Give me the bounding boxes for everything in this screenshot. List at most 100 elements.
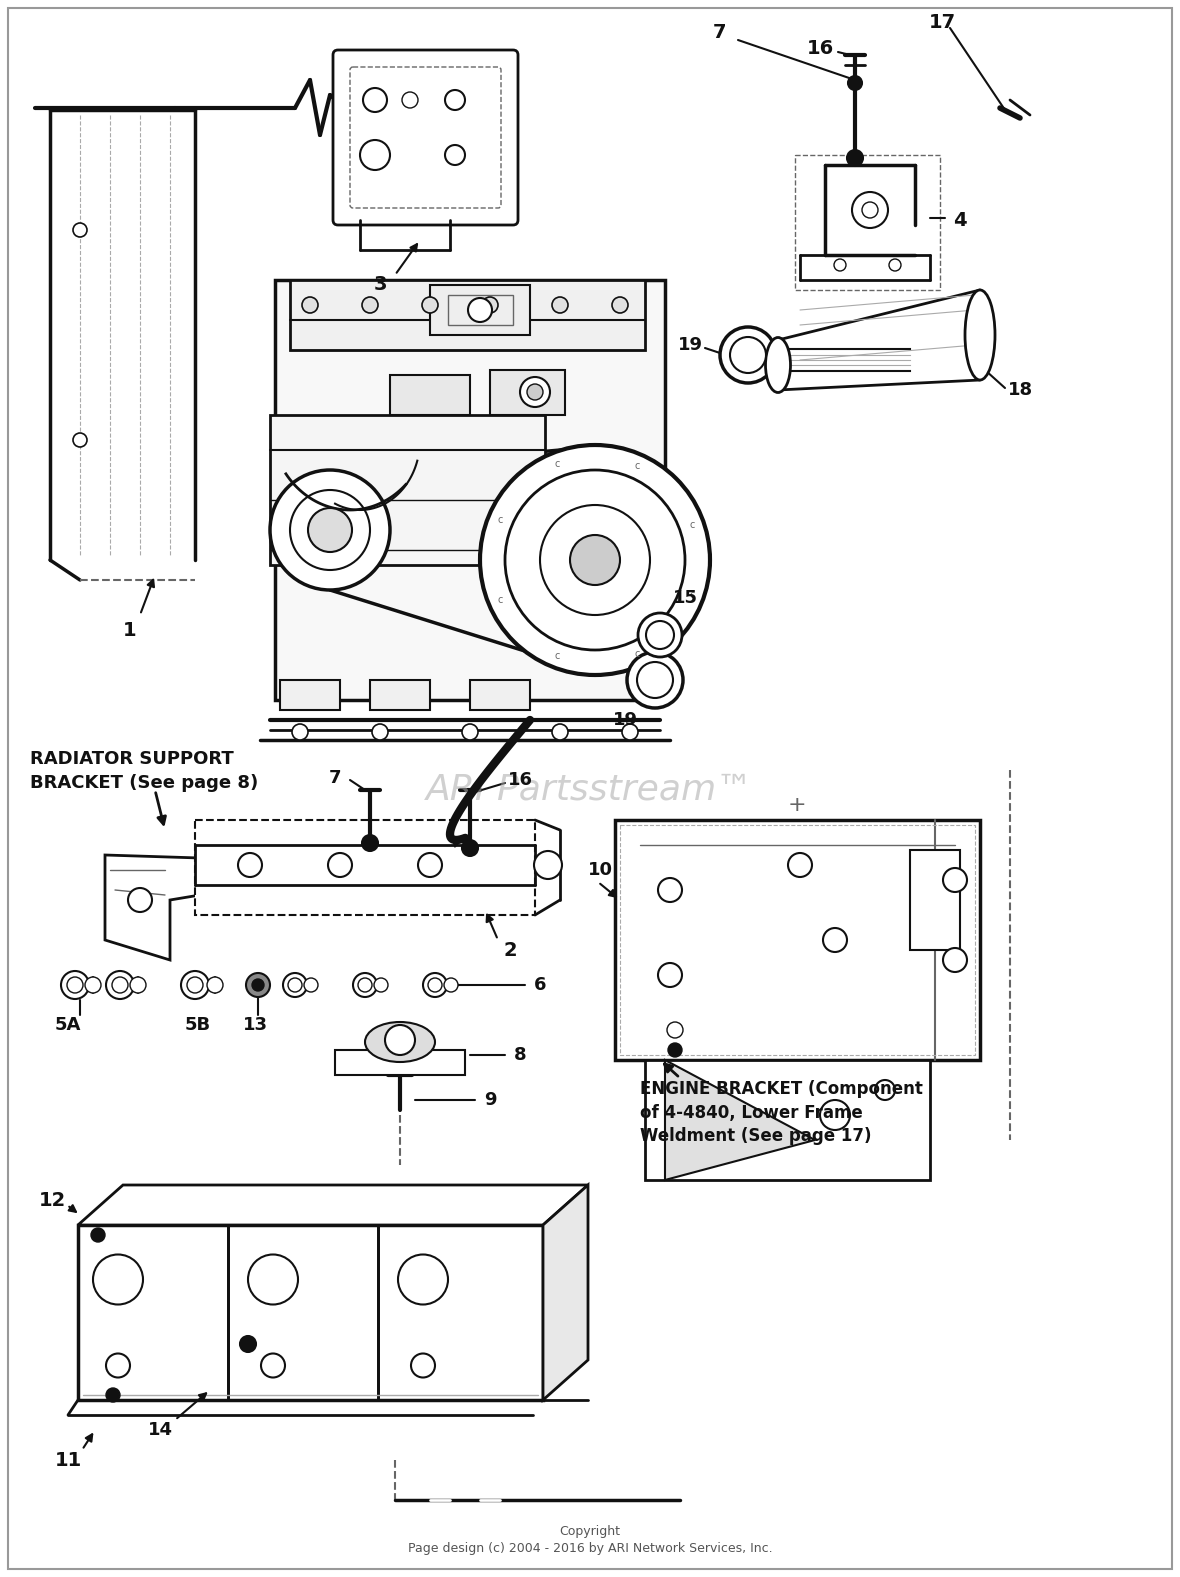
Circle shape — [445, 145, 465, 166]
Circle shape — [480, 445, 710, 675]
Circle shape — [93, 1254, 143, 1304]
Circle shape — [943, 948, 966, 971]
Circle shape — [112, 978, 127, 994]
Text: 12: 12 — [39, 1191, 66, 1210]
Circle shape — [788, 853, 812, 877]
Circle shape — [398, 1254, 448, 1304]
Circle shape — [481, 296, 498, 312]
Circle shape — [374, 978, 388, 992]
Text: 1: 1 — [123, 620, 137, 640]
Circle shape — [444, 978, 458, 992]
Circle shape — [238, 853, 262, 877]
Text: 7: 7 — [329, 770, 341, 787]
Circle shape — [720, 326, 776, 383]
Text: RADIATOR SUPPORT
BRACKET (See page 8): RADIATOR SUPPORT BRACKET (See page 8) — [30, 751, 258, 792]
Circle shape — [106, 1353, 130, 1377]
FancyBboxPatch shape — [333, 50, 518, 226]
Bar — [290, 281, 645, 350]
Circle shape — [353, 973, 376, 997]
Text: c: c — [689, 590, 695, 601]
Text: 6: 6 — [533, 976, 546, 994]
Circle shape — [358, 978, 372, 992]
Circle shape — [73, 434, 87, 446]
Text: 5B: 5B — [185, 1016, 211, 1035]
Circle shape — [85, 978, 101, 994]
Text: c: c — [498, 516, 503, 525]
Ellipse shape — [965, 290, 995, 380]
Circle shape — [290, 490, 371, 569]
Circle shape — [261, 1353, 286, 1377]
Circle shape — [463, 841, 478, 856]
Circle shape — [570, 535, 620, 585]
Circle shape — [638, 613, 682, 658]
Circle shape — [876, 1080, 894, 1101]
Circle shape — [820, 1101, 850, 1131]
Circle shape — [385, 1025, 415, 1055]
Circle shape — [288, 978, 302, 992]
Circle shape — [127, 888, 152, 912]
Bar — [490, 371, 565, 415]
Circle shape — [445, 90, 465, 110]
Circle shape — [411, 1353, 435, 1377]
Bar — [645, 1060, 930, 1180]
Text: c: c — [635, 460, 640, 472]
Circle shape — [463, 724, 478, 740]
Text: 15: 15 — [673, 588, 697, 607]
Circle shape — [863, 202, 878, 218]
Circle shape — [302, 296, 317, 312]
Circle shape — [362, 296, 378, 312]
Text: 11: 11 — [54, 1451, 81, 1470]
Circle shape — [468, 298, 492, 322]
Circle shape — [186, 978, 203, 994]
Circle shape — [658, 878, 682, 902]
Text: c: c — [555, 459, 560, 468]
Text: 5A: 5A — [54, 1016, 81, 1035]
Text: ENGINE BRACKET (Component
of 4-4840, Lower Frame
Weldment (See page 17): ENGINE BRACKET (Component of 4-4840, Low… — [640, 1080, 923, 1145]
Circle shape — [362, 834, 378, 852]
Circle shape — [304, 978, 317, 992]
Bar — [371, 680, 430, 710]
Bar — [195, 820, 535, 915]
Bar — [270, 415, 545, 565]
Text: 8: 8 — [513, 1046, 526, 1064]
Circle shape — [667, 1022, 683, 1038]
Polygon shape — [105, 855, 199, 960]
Circle shape — [848, 76, 863, 90]
Circle shape — [535, 852, 562, 878]
Text: 16: 16 — [806, 38, 833, 57]
Circle shape — [645, 621, 674, 650]
Circle shape — [73, 222, 87, 237]
Circle shape — [422, 296, 438, 312]
Circle shape — [270, 470, 391, 590]
Text: 18: 18 — [1008, 382, 1032, 399]
Polygon shape — [78, 1184, 588, 1225]
Circle shape — [360, 140, 391, 170]
Text: c: c — [689, 520, 695, 530]
Circle shape — [328, 853, 352, 877]
Circle shape — [612, 296, 628, 312]
Ellipse shape — [365, 1022, 435, 1061]
Text: 2: 2 — [503, 940, 517, 959]
Text: c: c — [555, 651, 560, 661]
Circle shape — [308, 508, 352, 552]
Text: 16: 16 — [507, 771, 532, 788]
Text: 19: 19 — [677, 336, 702, 353]
Circle shape — [622, 724, 638, 740]
Bar — [910, 850, 961, 949]
Circle shape — [822, 927, 847, 953]
Circle shape — [91, 1228, 105, 1243]
Text: 14: 14 — [148, 1421, 172, 1438]
Bar — [430, 285, 530, 334]
Circle shape — [527, 385, 543, 401]
Bar — [448, 295, 513, 325]
Circle shape — [240, 1336, 256, 1351]
Circle shape — [106, 1388, 120, 1402]
Bar — [335, 1050, 465, 1076]
Circle shape — [130, 978, 146, 994]
Bar — [620, 825, 975, 1055]
Text: +: + — [788, 795, 806, 815]
Text: Copyright
Page design (c) 2004 - 2016 by ARI Network Services, Inc.: Copyright Page design (c) 2004 - 2016 by… — [407, 1525, 773, 1555]
Circle shape — [61, 971, 88, 998]
Circle shape — [627, 651, 683, 708]
Polygon shape — [666, 1060, 815, 1180]
